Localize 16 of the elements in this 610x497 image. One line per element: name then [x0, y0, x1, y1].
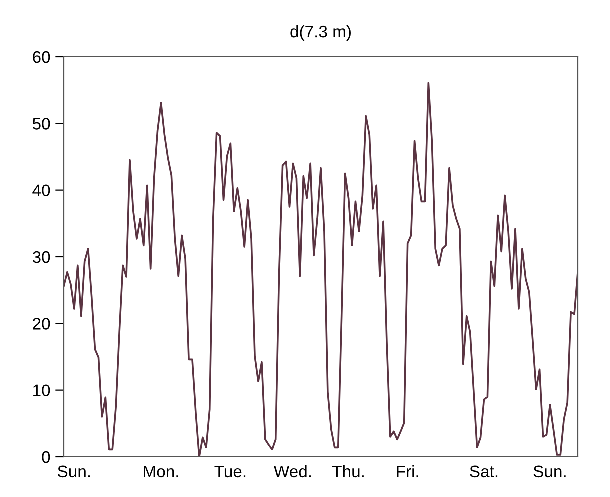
- x-tick-label: Sat.: [470, 466, 498, 478]
- y-tick-label: 40: [32, 184, 50, 197]
- x-tick-label: Wed.: [274, 465, 311, 478]
- y-tick-label: 20: [33, 318, 50, 330]
- x-tick-label: Tue.: [214, 466, 246, 478]
- x-tick-label: Thu.: [332, 465, 364, 478]
- y-tick-label: 60: [33, 51, 50, 64]
- chart-title: d(7.3 m): [290, 25, 351, 42]
- x-tick-label: Mon.: [144, 466, 178, 478]
- y-tick-label: 10: [34, 384, 50, 397]
- x-tick-label: Fri.: [397, 465, 418, 478]
- y-tick-label: 30: [32, 251, 50, 264]
- y-tick-label: 0: [42, 451, 50, 464]
- x-tick-label: Sun.: [534, 466, 566, 478]
- x-tick-label: Sun.: [58, 466, 90, 478]
- y-tick-label: 50: [32, 118, 50, 130]
